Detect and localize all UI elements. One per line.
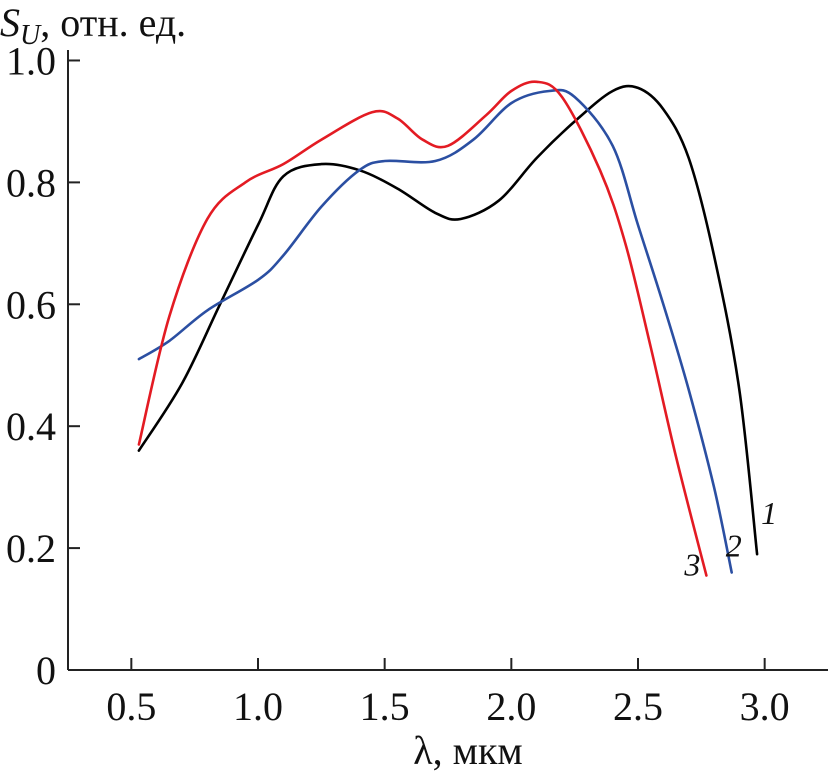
y-axis-title-subscript: U: [20, 20, 42, 51]
x-ticks: 0.5 1.0 1.5 2.0 2.5 3.0: [106, 658, 790, 729]
x-tick-label: 2.5: [613, 684, 663, 729]
series-group: [137, 80, 759, 577]
x-tick-label: 0.5: [106, 684, 156, 729]
y-tick-label: 0: [36, 648, 56, 693]
x-tick-label: 1.5: [360, 684, 410, 729]
y-tick-label: 0.6: [6, 282, 56, 327]
x-tick-label: 1.0: [233, 684, 283, 729]
x-axis-title: λ, мкм: [413, 728, 522, 773]
y-axis-title-symbol: S: [0, 0, 20, 45]
x-tick-label: 3.0: [740, 684, 790, 729]
curve-label-3: 3: [683, 547, 700, 583]
y-axis-title: SU, отн. ед.: [0, 0, 186, 51]
y-tick-label: 0.4: [6, 404, 56, 449]
y-tick-label: 0.8: [6, 160, 56, 205]
x-tick-label: 2.0: [486, 684, 536, 729]
series-line-2: [137, 88, 733, 574]
y-tick-label: 0.2: [6, 526, 56, 571]
series-line-3: [137, 80, 708, 577]
y-ticks: 0 0.2 0.4 0.6 0.8 1.0: [6, 38, 80, 693]
series-line-1: [137, 84, 759, 556]
curve-label-1: 1: [761, 495, 777, 531]
y-tick-label: 1.0: [6, 38, 56, 83]
y-axis-title-units: , отн. ед.: [40, 0, 186, 45]
curve-label-2: 2: [726, 527, 742, 563]
series-labels: 123: [683, 495, 777, 582]
axes: [67, 50, 828, 671]
